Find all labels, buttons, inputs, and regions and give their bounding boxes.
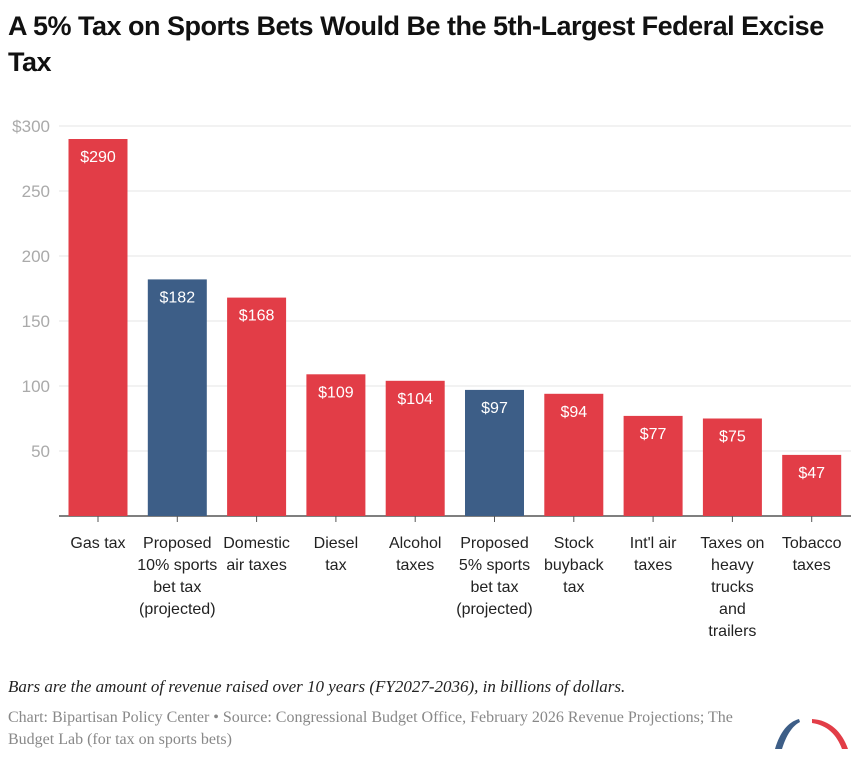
- chart-note: Bars are the amount of revenue raised ov…: [8, 677, 626, 696]
- x-tick-label-line: Int'l air: [630, 535, 677, 552]
- x-tick-label-line: bet tax: [153, 579, 201, 596]
- bar-chart: 50 100 150 200 250 $300 $290 Gas tax $182 Propose…: [12, 117, 851, 640]
- x-tick-label-line: buyback: [544, 557, 605, 574]
- x-tick-label-line: Alcohol: [389, 535, 441, 552]
- bpc-logo-icon: [775, 719, 848, 749]
- x-tick-label-line: (projected): [139, 601, 215, 618]
- x-tick-label-line: taxes: [793, 557, 831, 574]
- y-tick-label: 50: [31, 442, 50, 461]
- x-tick-label: Proposed 10% sports bet tax (projected): [137, 535, 217, 618]
- x-tick-label: Int'l air taxes: [630, 535, 677, 574]
- y-tick-label: $300: [12, 117, 50, 136]
- data-label: $168: [239, 308, 275, 325]
- x-tick-label-line: 5% sports: [459, 557, 530, 574]
- bar: [702, 418, 762, 516]
- x-tick-label-line: Diesel: [314, 535, 358, 552]
- data-label: $104: [397, 391, 433, 408]
- x-tick-label-line: heavy: [711, 557, 754, 574]
- x-tick-label: Alcohol taxes: [389, 535, 441, 574]
- x-tick-label-line: Taxes on: [700, 535, 764, 552]
- x-tick-label: Tobacco taxes: [782, 535, 842, 574]
- bar: [465, 389, 524, 516]
- data-label: $290: [80, 149, 116, 166]
- bar: [782, 454, 842, 516]
- x-tick-label-line: Stock: [554, 535, 595, 552]
- x-tick-label-line: air taxes: [226, 557, 286, 574]
- y-tick-label: 200: [22, 247, 50, 266]
- data-label: $75: [719, 429, 746, 446]
- chart-source: Chart: Bipartisan Policy Center • Source…: [8, 709, 733, 748]
- y-tick-label: 150: [22, 312, 50, 331]
- x-tick-label-line: Domestic: [223, 535, 290, 552]
- data-label: $109: [318, 384, 354, 401]
- x-tick-label-line: Gas tax: [70, 535, 125, 552]
- bar: [623, 415, 683, 516]
- x-tick-label-line: tax: [325, 557, 346, 574]
- y-tick-label: 250: [22, 182, 50, 201]
- x-tick-label: Taxes on heavy trucks and trailers: [700, 535, 764, 640]
- x-tick-label-line: Tobacco: [782, 535, 842, 552]
- x-tick-label: Stock buyback tax: [544, 535, 605, 596]
- x-tick-label: Gas tax: [70, 535, 125, 552]
- bar: [544, 393, 604, 516]
- x-tick-label: Diesel tax: [314, 535, 358, 574]
- x-tick-label-line: Proposed: [460, 535, 529, 552]
- bar: [385, 380, 445, 516]
- data-label: $77: [640, 426, 667, 443]
- x-tick-label: Proposed 5% sports bet tax (projected): [456, 535, 532, 618]
- x-tick-label-line: 10% sports: [137, 557, 217, 574]
- bar: [306, 374, 366, 516]
- x-tick-label-line: taxes: [396, 557, 434, 574]
- x-tick-label-line: tax: [563, 579, 584, 596]
- bar: [227, 297, 287, 516]
- data-label: $97: [481, 400, 508, 417]
- y-tick-label: 100: [22, 377, 50, 396]
- x-tick-label-line: trucks: [711, 579, 754, 596]
- bar: [68, 139, 128, 516]
- x-tick-label-line: (projected): [456, 601, 532, 618]
- x-tick-label-line: bet tax: [470, 579, 518, 596]
- x-tick-label: Domestic air taxes: [223, 535, 290, 574]
- x-tick-label-line: trailers: [708, 623, 756, 640]
- data-label: $94: [560, 404, 587, 421]
- chart-title: A 5% Tax on Sports Bets Would Be the 5th…: [8, 11, 824, 77]
- x-tick-label-line: Proposed: [143, 535, 212, 552]
- data-label: $182: [160, 289, 196, 306]
- x-tick-label-line: taxes: [634, 557, 672, 574]
- x-tick-label-line: and: [719, 601, 746, 618]
- data-label: $47: [798, 465, 825, 482]
- bar: [147, 279, 207, 516]
